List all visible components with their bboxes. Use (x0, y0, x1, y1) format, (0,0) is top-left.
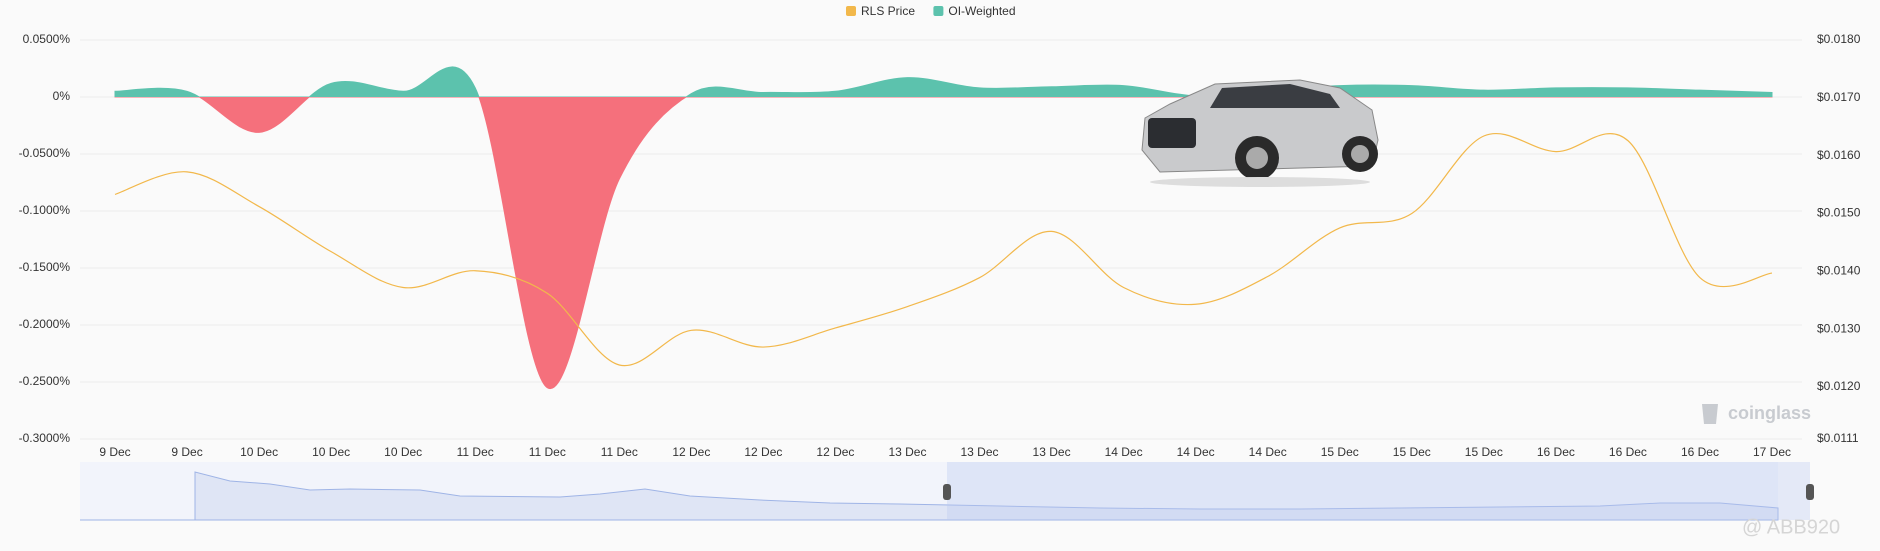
y-tick-label: -0.3000% (19, 431, 71, 445)
x-tick-label: 14 Dec (1249, 445, 1287, 459)
y2-tick-label: $0.0120 (1817, 379, 1861, 393)
y-tick-label: -0.2500% (19, 374, 71, 388)
funding-area (114, 66, 1773, 389)
x-tick-label: 16 Dec (1537, 445, 1575, 459)
x-tick-label: 16 Dec (1609, 445, 1647, 459)
car-image (1141, 79, 1379, 187)
legend-swatch (933, 6, 944, 16)
y2-tick-label: $0.0170 (1817, 90, 1861, 104)
x-tick-label: 12 Dec (672, 445, 710, 459)
y-tick-label: -0.2000% (19, 317, 71, 331)
x-tick-label: 9 Dec (99, 445, 130, 459)
x-tick-label: 10 Dec (312, 445, 350, 459)
x-tick-label: 11 Dec (457, 445, 494, 459)
grid (80, 39, 1802, 440)
y-tick-label: -0.1500% (19, 260, 71, 274)
x-tick-label: 11 Dec (601, 445, 638, 459)
x-tick-label: 14 Dec (1105, 445, 1143, 459)
y2-tick-label: $0.0180 (1817, 32, 1861, 46)
user-watermark: @ ABB920 (1742, 516, 1840, 538)
legend-label: RLS Price (861, 4, 915, 18)
y-tick-label: 0.0500% (23, 32, 71, 46)
y2-tick-label: $0.0160 (1817, 148, 1861, 162)
x-tick-label: 10 Dec (384, 445, 422, 459)
brand-icon (1702, 404, 1718, 424)
x-tick-label: 13 Dec (961, 445, 999, 459)
legend-label: OI-Weighted (948, 4, 1015, 18)
y-tick-label: 0% (53, 89, 71, 103)
x-tick-label: 12 Dec (744, 445, 782, 459)
y-tick-label: -0.0500% (19, 146, 71, 160)
y-tick-label: -0.1000% (19, 203, 71, 217)
x-tick-label: 13 Dec (888, 445, 926, 459)
y2-tick-label: $0.0140 (1817, 263, 1861, 277)
x-tick-label: 16 Dec (1681, 445, 1719, 459)
x-tick-label: 15 Dec (1393, 445, 1431, 459)
brand-watermark: coinglass (1728, 403, 1811, 423)
navigator-handle[interactable] (943, 484, 951, 500)
x-tick-label: 9 Dec (171, 445, 202, 459)
x-tick-label: 14 Dec (1177, 445, 1215, 459)
navigator-handle[interactable] (1806, 484, 1814, 500)
x-tick-label: 15 Dec (1465, 445, 1503, 459)
x-tick-label: 15 Dec (1321, 445, 1359, 459)
legend-swatch (846, 6, 856, 16)
y2-tick-label: $0.0130 (1817, 321, 1861, 335)
y2-tick-label: $0.0111 (1817, 431, 1859, 445)
price-line (114, 132, 1773, 367)
navigator (80, 462, 1814, 521)
x-tick-label: 13 Dec (1033, 445, 1071, 459)
x-tick-label: 12 Dec (816, 445, 854, 459)
x-tick-label: 17 Dec (1753, 445, 1791, 459)
navigator-selection[interactable] (947, 462, 1810, 520)
navigator-area (80, 471, 1779, 521)
x-tick-label: 10 Dec (240, 445, 278, 459)
y2-tick-label: $0.0150 (1817, 206, 1861, 220)
x-tick-label: 11 Dec (529, 445, 566, 459)
